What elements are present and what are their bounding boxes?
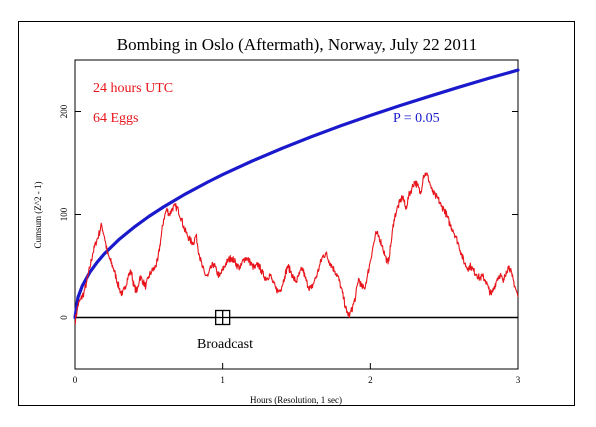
x-tick-label: 0: [73, 375, 78, 385]
x-tick-label: 3: [516, 375, 521, 385]
broadcast-marker: [215, 309, 231, 326]
y-tick-label: 200: [59, 104, 69, 118]
broadcast-label: Broadcast: [197, 337, 253, 352]
x-tick-label: 2: [368, 375, 373, 385]
x-axis-label: Hours (Resolution, 1 sec): [250, 395, 342, 405]
x-tick-label: 1: [220, 375, 225, 385]
probability-label: P = 0.05: [393, 111, 440, 126]
cumsum-deviation-line: [74, 172, 519, 325]
y-tick-label: 0: [59, 315, 69, 320]
y-axis-label: Cumsum (Z^2 - 1): [33, 182, 43, 249]
probability-envelope-line: [73, 68, 520, 320]
figure-frame: [18, 21, 575, 406]
time-window-annotation: 24 hours UTC: [93, 81, 173, 96]
chart-title: Bombing in Oslo (Aftermath), Norway, Jul…: [117, 35, 477, 54]
axis-tick-labels: 0 1 2 3 0 100 200: [59, 104, 521, 385]
y-tick-label: 100: [59, 207, 69, 221]
axis-ticks: [74, 111, 519, 369]
egg-count-annotation: 64 Eggs: [93, 111, 139, 126]
plot-area: [74, 59, 519, 370]
